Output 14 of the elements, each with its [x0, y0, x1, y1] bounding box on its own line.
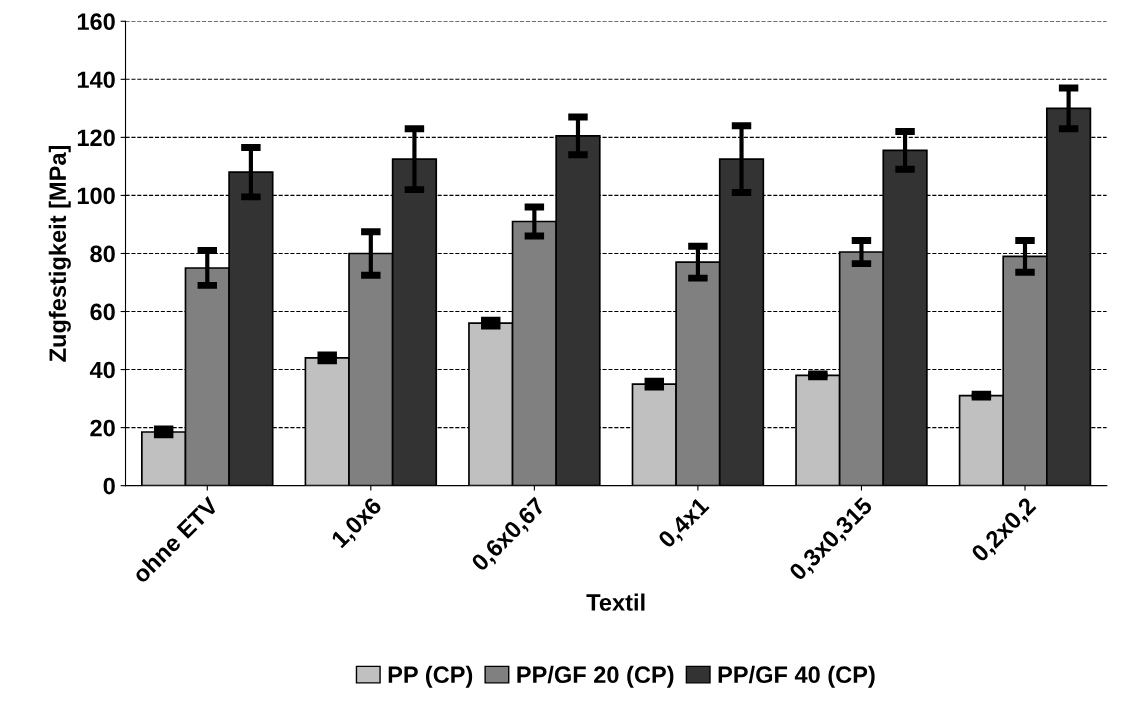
- y-tick-label: 100: [77, 187, 115, 205]
- legend-label: PP (CP): [388, 665, 473, 688]
- y-tick-label: 160: [77, 13, 115, 31]
- legend-label: PP/GF 40 (CP): [718, 665, 875, 688]
- y-tick-label: 0: [103, 477, 115, 495]
- x-axis-title: Textil: [586, 593, 645, 611]
- y-tick-label: 80: [90, 245, 115, 263]
- y-tick-label: 20: [90, 419, 115, 437]
- y-axis-title: Zugfestigkeit [MPa]: [48, 145, 71, 362]
- legend-label: PP/GF 20 (CP): [517, 665, 674, 688]
- y-tick-label: 60: [90, 303, 115, 321]
- y-tick-label: 140: [77, 71, 115, 89]
- y-tick-label: 40: [89, 361, 115, 379]
- y-tick-label: 120: [77, 129, 115, 147]
